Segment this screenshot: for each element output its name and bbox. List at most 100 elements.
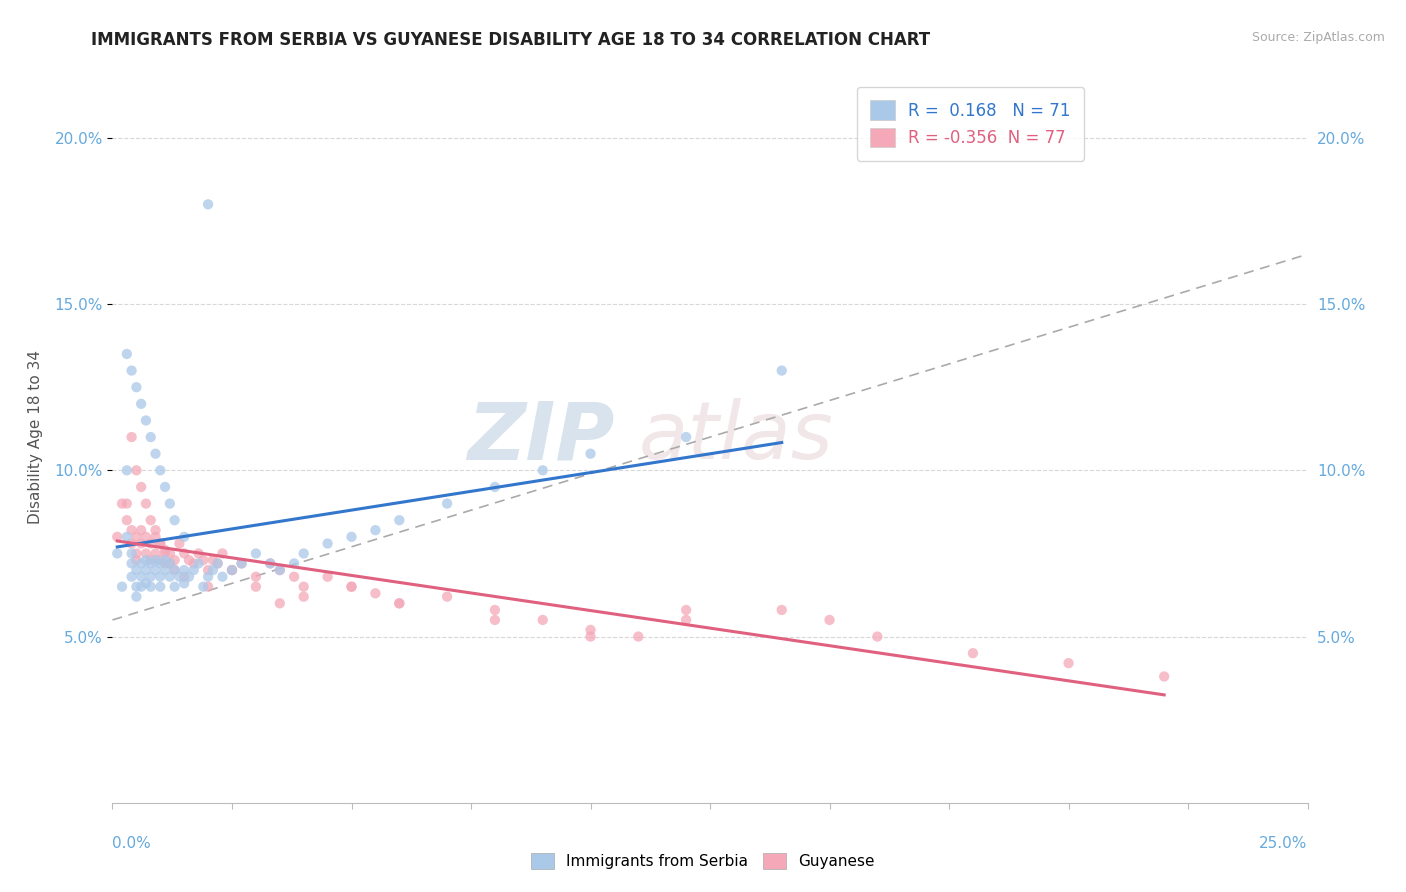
Point (159, 557, 181, 571)
Point (115, 463, 138, 477)
Point (139, 580, 162, 594)
Point (159, 557, 181, 571)
Point (145, 563, 167, 577)
Point (675, 603, 697, 617)
Point (139, 570, 162, 584)
Point (125, 530, 148, 544)
Point (135, 576, 157, 591)
Point (579, 447, 602, 461)
Point (121, 523, 143, 537)
Point (245, 546, 267, 560)
Point (135, 553, 157, 567)
Point (245, 570, 267, 584)
Point (269, 563, 291, 577)
Point (531, 613, 554, 627)
Point (1153, 669, 1175, 683)
Point (135, 563, 157, 577)
Point (145, 523, 167, 537)
Point (484, 603, 506, 617)
Point (163, 563, 186, 577)
Point (187, 546, 209, 560)
Text: IMMIGRANTS FROM SERBIA VS GUYANESE DISABILITY AGE 18 TO 34 CORRELATION CHART: IMMIGRANTS FROM SERBIA VS GUYANESE DISAB… (91, 31, 931, 49)
Point (125, 463, 148, 477)
Point (221, 563, 243, 577)
Point (121, 557, 143, 571)
Point (121, 363, 143, 377)
Point (484, 480, 506, 494)
Point (115, 513, 138, 527)
Point (129, 536, 152, 550)
Point (388, 596, 411, 610)
Point (111, 497, 134, 511)
Point (125, 580, 148, 594)
Point (531, 463, 554, 477)
Point (145, 530, 167, 544)
Point (283, 557, 305, 571)
Point (484, 613, 506, 627)
Point (159, 546, 181, 560)
Point (159, 570, 181, 584)
Point (149, 536, 172, 550)
Point (201, 553, 224, 567)
Text: Source: ZipAtlas.com: Source: ZipAtlas.com (1251, 31, 1385, 45)
Point (149, 580, 172, 594)
Text: atlas: atlas (638, 398, 834, 476)
Point (364, 586, 387, 600)
Point (207, 557, 229, 571)
Point (211, 570, 233, 584)
Point (125, 553, 148, 567)
Point (159, 497, 181, 511)
Point (193, 553, 215, 567)
Point (135, 413, 157, 427)
Point (163, 563, 186, 577)
Point (153, 543, 176, 558)
Point (283, 570, 305, 584)
Point (340, 580, 363, 594)
Point (201, 563, 224, 577)
Point (149, 536, 172, 550)
Legend: R =  0.168   N = 71, R = -0.356  N = 77: R = 0.168 N = 71, R = -0.356 N = 77 (856, 87, 1084, 161)
Point (292, 580, 315, 594)
Point (211, 546, 233, 560)
Point (292, 590, 315, 604)
Point (129, 557, 152, 571)
Text: ZIP: ZIP (467, 398, 614, 476)
Point (125, 380, 148, 394)
Point (675, 613, 697, 627)
Point (145, 546, 167, 560)
Point (149, 463, 172, 477)
Point (231, 557, 253, 571)
Point (207, 557, 229, 571)
Point (111, 580, 134, 594)
Point (245, 580, 267, 594)
Point (129, 523, 152, 537)
Point (388, 513, 411, 527)
Point (269, 563, 291, 577)
Point (115, 347, 138, 361)
Point (316, 536, 339, 550)
Point (173, 563, 195, 577)
Point (153, 480, 176, 494)
Point (197, 570, 219, 584)
Point (149, 557, 172, 571)
Point (579, 630, 602, 644)
Text: 0.0%: 0.0% (112, 836, 152, 851)
Point (121, 546, 143, 560)
Point (436, 497, 458, 511)
Point (173, 570, 195, 584)
Point (153, 557, 176, 571)
Point (177, 570, 200, 584)
Point (675, 430, 697, 444)
Legend: Immigrants from Serbia, Guyanese: Immigrants from Serbia, Guyanese (524, 847, 882, 875)
Point (153, 563, 176, 577)
Point (193, 580, 215, 594)
Point (129, 480, 152, 494)
Point (125, 546, 148, 560)
Point (121, 536, 143, 550)
Point (173, 530, 195, 544)
Point (139, 513, 162, 527)
Point (436, 590, 458, 604)
Point (145, 447, 167, 461)
Point (139, 557, 162, 571)
Point (866, 630, 889, 644)
